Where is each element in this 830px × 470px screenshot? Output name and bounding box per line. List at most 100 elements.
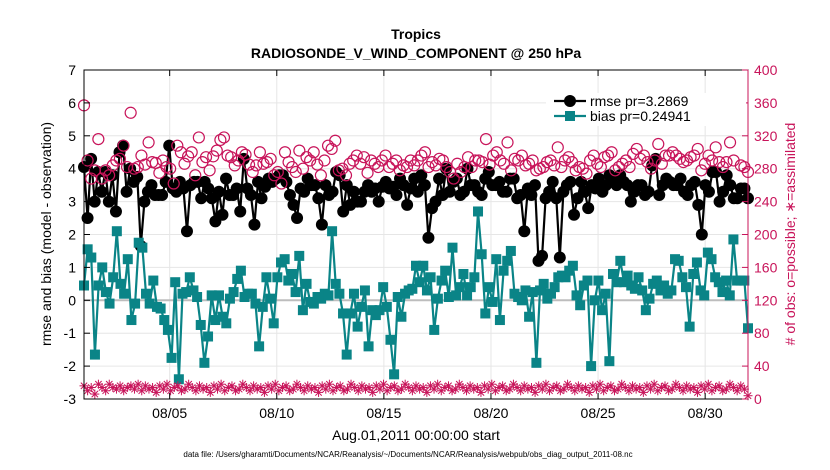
- possible-obs-point: [601, 149, 615, 162]
- assimilated-obs-point: [205, 387, 215, 397]
- asterisk-stroke: [690, 383, 698, 392]
- assimilated-obs-point: [606, 381, 616, 391]
- asterisk-stroke: [192, 387, 200, 395]
- bias-point: [108, 272, 119, 283]
- bias-point: [104, 298, 115, 309]
- possible-obs-point: [662, 149, 676, 162]
- assimilated-obs-point: [595, 379, 605, 389]
- asterisk-stroke: [571, 387, 579, 395]
- bias-point: [228, 287, 239, 298]
- bias-point: [476, 249, 487, 260]
- bias-point: [297, 305, 308, 316]
- assimilated-obs-point: [422, 387, 432, 397]
- assimilated-obs-point: [281, 381, 291, 391]
- asterisk-stroke: [538, 385, 546, 393]
- assimilated-obs-point: [516, 386, 526, 396]
- bias-point: [348, 288, 359, 299]
- possible-obs-point: [691, 142, 704, 156]
- asterisk-stroke: [159, 385, 167, 393]
- y2-tick-label: 320: [754, 128, 778, 144]
- assimilated-obs-point: [310, 382, 320, 392]
- bias-point: [418, 260, 429, 271]
- rmse-point: [326, 185, 339, 198]
- asterisk-stroke: [567, 383, 575, 392]
- possible-obs-point: [81, 154, 94, 167]
- assimilated-obs-point: [591, 384, 601, 394]
- bias-point: [494, 315, 505, 326]
- asterisk-stroke: [740, 385, 748, 393]
- bias-point: [363, 341, 374, 352]
- asterisk-stroke: [304, 382, 312, 390]
- asterisk-stroke: [102, 387, 110, 395]
- plot-series: [77, 99, 755, 401]
- asterisk-stroke: [423, 388, 431, 396]
- possible-obs-point: [268, 169, 281, 182]
- legend-bias-marker: [565, 111, 575, 121]
- rmse-point: [156, 189, 169, 202]
- asterisk-stroke: [527, 383, 536, 392]
- bias-point: [334, 288, 345, 299]
- rmse-point: [568, 208, 581, 221]
- possible-obs-point: [400, 160, 414, 174]
- asterisk-stroke: [257, 383, 265, 392]
- assimilated-obs-point: [739, 384, 749, 394]
- bias-point: [341, 349, 352, 360]
- possible-obs-point: [156, 154, 170, 167]
- possible-obs-point: [325, 142, 338, 156]
- assimilated-obs-point: [537, 384, 547, 394]
- bias-point: [582, 275, 593, 286]
- assimilated-obs-point: [213, 384, 223, 394]
- possible-obs-point: [447, 172, 460, 185]
- bias-point: [407, 283, 418, 294]
- asterisk-stroke: [618, 380, 626, 388]
- possible-obs-point: [131, 160, 144, 174]
- possible-obs-point: [289, 165, 302, 179]
- chart-subtitle: RADIOSONDE_V_WIND_COMPONENT @ 250 hPa: [251, 45, 581, 61]
- possible-obs-point: [379, 149, 392, 162]
- asterisk-stroke: [390, 382, 398, 390]
- assimilated-obs-point: [314, 387, 324, 397]
- bias-point: [374, 305, 385, 316]
- possible-obs-point: [243, 158, 256, 171]
- possible-obs-point: [709, 141, 722, 154]
- assimilated-obs-point: [115, 381, 125, 391]
- possible-obs-point: [225, 151, 238, 164]
- assimilated-obs-point: [631, 384, 641, 394]
- possible-obs-point: [117, 139, 130, 152]
- assimilated-obs-point: [660, 381, 670, 391]
- asterisk-stroke: [94, 380, 102, 388]
- bias-point: [454, 282, 465, 293]
- asterisk-stroke: [730, 383, 738, 392]
- rmse-point: [120, 185, 133, 198]
- bias-point: [567, 260, 578, 271]
- y2-tick-label: 200: [754, 227, 778, 243]
- rmse-point: [124, 162, 137, 175]
- assimilated-obs-point: [678, 386, 688, 396]
- bias-point: [611, 277, 622, 288]
- rmse-point: [507, 172, 520, 185]
- assimilated-obs-point: [342, 384, 352, 394]
- rmse-point: [401, 198, 414, 211]
- bias-point: [560, 272, 571, 283]
- legend: rmse pr=3.2869 bias pr=0.24941: [546, 93, 746, 126]
- y-tick-label: -1: [64, 325, 77, 341]
- possible-obs-point: [415, 149, 428, 162]
- bias-point: [571, 290, 582, 301]
- bias-point: [462, 290, 473, 301]
- asterisk-stroke: [174, 382, 182, 390]
- bias-point: [301, 278, 312, 289]
- assimilated-obs-point: [267, 384, 277, 394]
- asterisk-stroke: [430, 385, 438, 393]
- asterisk-stroke: [419, 383, 427, 392]
- assimilated-obs-point: [324, 379, 334, 389]
- bias-point: [265, 293, 276, 304]
- bias-point: [192, 292, 203, 303]
- asterisk-stroke: [300, 387, 308, 395]
- rmse-point: [518, 225, 531, 238]
- bias-point: [637, 285, 648, 296]
- assimilated-obs-point: [299, 386, 309, 396]
- chart-title: Tropics: [391, 26, 441, 42]
- possible-obs-point: [311, 158, 324, 171]
- assimilated-obs-point: [303, 381, 313, 391]
